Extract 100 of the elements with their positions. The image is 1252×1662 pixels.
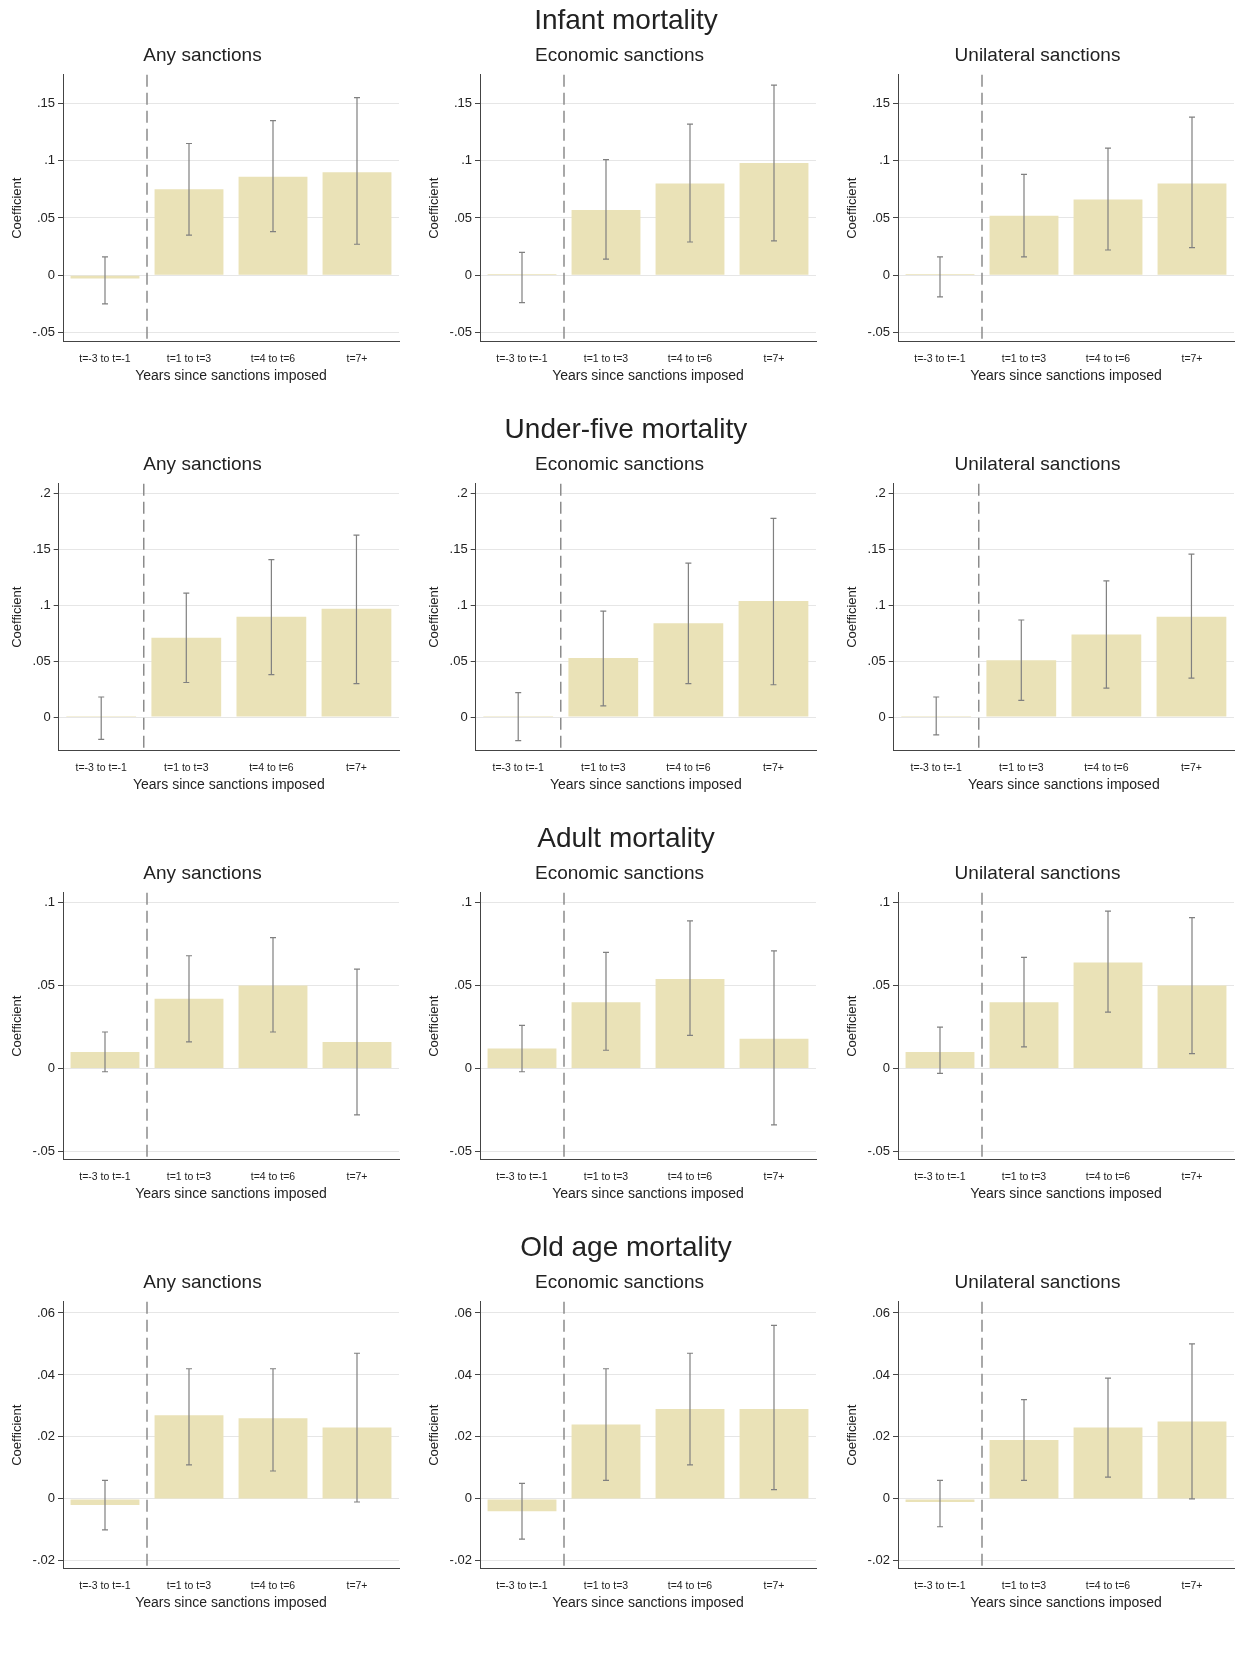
x-tick-label: t=-3 to t=-1 [75,760,128,773]
y-tick-label: .04 [871,1366,890,1382]
x-tick-label: t=1 to t=3 [998,760,1044,773]
y-tick-label: 0 [43,708,51,724]
y-tick-label: -.02 [32,1552,56,1568]
x-tick-label: t=1 to t=3 [584,1578,629,1591]
chart-subtitle: Economic sanctions [535,452,705,474]
y-tick-label: -.05 [450,324,473,340]
bar [1073,199,1143,275]
bar [572,1424,641,1499]
y-tick-label: 0 [878,708,886,724]
y-tick-label: .05 [37,209,56,225]
y-axis-title: Coefficient [844,586,860,648]
y-tick-label: .1 [461,152,473,168]
y-tick-label: .06 [37,1304,56,1320]
x-axis-title: Years since sanctions imposed [969,1594,1162,1611]
y-tick-label: -.05 [450,1142,473,1158]
y-tick-label: .15 [37,95,56,110]
bar [739,601,809,717]
x-tick-label: t=7+ [346,1578,368,1591]
bar [1073,962,1143,1068]
x-tick-label: t=7+ [763,760,785,773]
x-tick-label: t=7+ [346,351,368,364]
y-tick-label: -.05 [32,324,56,340]
x-tick-label: t=4 to t=6 [1084,760,1129,773]
y-tick-label: .15 [871,95,890,110]
y-axis-title: Coefficient [844,1404,860,1466]
bar [1073,1427,1143,1499]
bar [989,1002,1059,1068]
y-tick-label: 0 [882,1060,890,1076]
chart-subtitle: Economic sanctions [535,43,705,65]
y-axis-title: Coefficient [426,586,442,648]
y-tick-label: .05 [867,652,886,668]
y-tick-label: .2 [457,485,469,501]
x-axis-title: Years since sanctions imposed [969,1185,1162,1202]
chart-subtitle: Any sanctions [143,43,262,65]
y-tick-label: 0 [47,266,56,282]
x-tick-label: t=4 to t=6 [250,351,296,364]
bar [740,1409,809,1499]
x-tick-label: t=-3 to t=-1 [914,1578,966,1591]
chart-title: Adult mortality [536,821,716,855]
bar [989,1440,1059,1499]
y-tick-label: 0 [882,266,890,282]
chart-subtitle: Any sanctions [143,452,262,474]
y-tick-label: 0 [460,708,469,724]
bar [653,623,724,717]
y-tick-label: .2 [39,485,51,501]
bar [656,183,725,275]
bar [986,660,1056,717]
chart-subtitle: Any sanctions [143,861,262,883]
y-tick-label: .1 [44,894,56,910]
x-tick-label: t=-3 to t=-1 [79,351,131,364]
x-tick-label: t=7+ [1181,351,1203,364]
bar [740,162,809,275]
chart-subtitle: Economic sanctions [535,1270,705,1292]
y-tick-label: .15 [867,541,886,557]
bar [322,1427,392,1499]
x-axis-title: Years since sanctions imposed [135,1594,328,1611]
chart-subtitle: Unilateral sanctions [954,861,1121,883]
y-axis-title: Coefficient [9,995,25,1057]
x-tick-label: t=7+ [763,1578,785,1591]
x-tick-label: t=7+ [763,351,785,364]
bar [656,978,725,1068]
x-tick-label: t=1 to t=3 [1001,351,1047,364]
x-tick-label: t=7+ [346,1169,368,1182]
x-tick-label: t=4 to t=6 [666,760,712,773]
y-tick-label: -.02 [450,1552,473,1568]
bar [572,209,641,275]
bar [154,998,224,1068]
x-tick-label: t=7+ [1180,760,1202,773]
x-tick-label: t=4 to t=6 [250,1169,296,1182]
y-tick-label: .1 [874,597,886,613]
y-axis-title: Coefficient [9,1404,25,1466]
bar [488,1499,557,1512]
x-tick-label: t=4 to t=6 [1085,1169,1131,1182]
x-axis-title: Years since sanctions imposed [552,1185,745,1202]
x-tick-label: t=-3 to t=-1 [79,1578,131,1591]
x-tick-label: t=-3 to t=-1 [79,1169,131,1182]
bar [236,616,307,717]
x-tick-label: t=1 to t=3 [166,1578,212,1591]
y-tick-label: .02 [454,1428,473,1444]
y-tick-label: -.05 [867,1142,890,1158]
y-tick-label: .05 [871,977,890,993]
x-tick-label: t=-3 to t=-1 [496,351,549,364]
bar [572,1002,641,1068]
x-tick-label: t=7+ [1181,1169,1203,1182]
bar [905,1051,975,1068]
x-tick-label: t=4 to t=6 [250,1578,296,1591]
bar [238,1418,308,1499]
y-tick-label: .05 [37,977,56,993]
x-tick-label: t=-3 to t=-1 [914,351,966,364]
bar [905,1499,975,1502]
x-tick-label: t=1 to t=3 [164,760,209,773]
x-tick-label: t=1 to t=3 [1001,1169,1047,1182]
chart-subtitle: Unilateral sanctions [954,43,1121,65]
y-tick-label: .05 [454,977,473,993]
y-tick-label: .06 [454,1304,473,1320]
y-tick-label: .02 [871,1428,890,1444]
x-tick-label: t=4 to t=6 [249,760,294,773]
y-tick-label: .04 [37,1366,56,1382]
